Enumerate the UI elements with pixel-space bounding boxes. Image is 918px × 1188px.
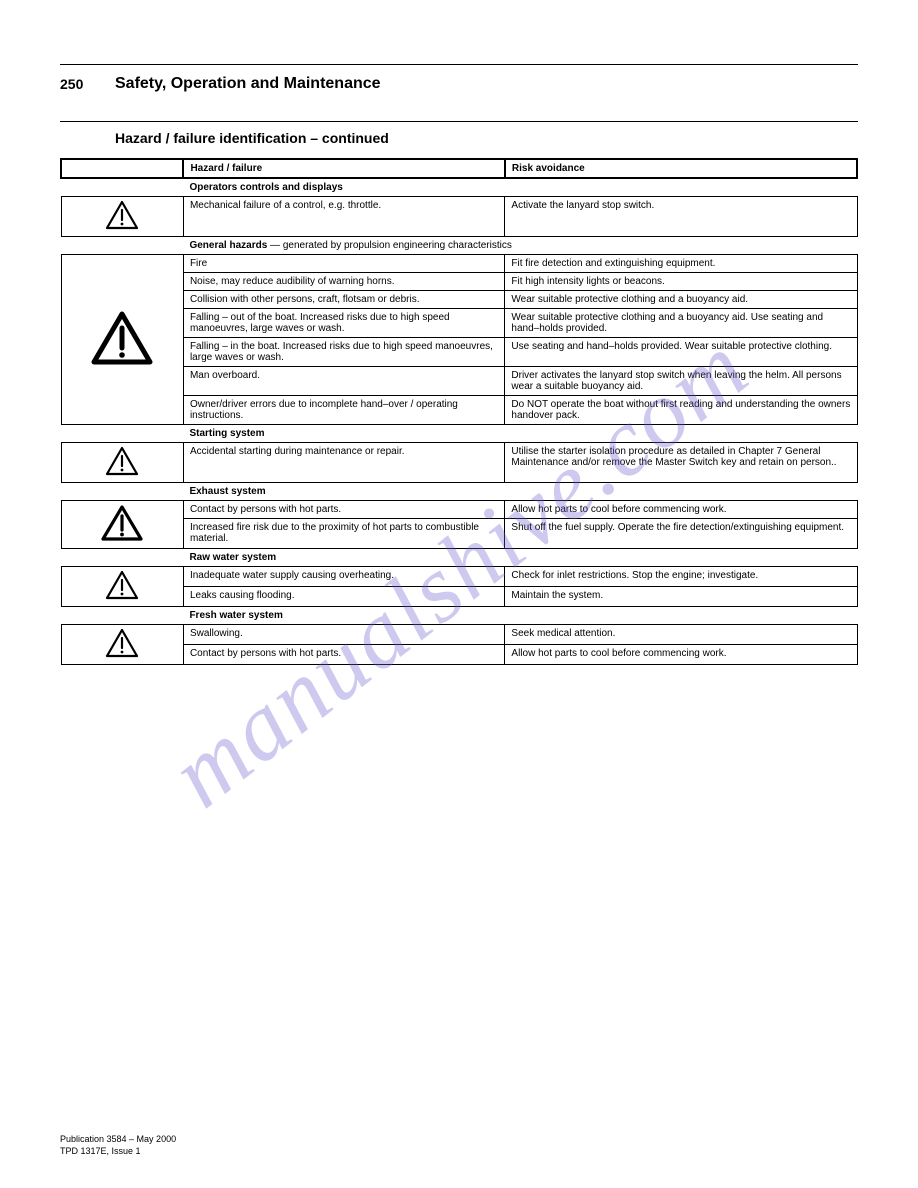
cell-hazard: Falling – out of the boat. Increased ris… (183, 309, 504, 338)
col-header-risk: Risk avoidance (505, 159, 857, 178)
top-rule (60, 64, 858, 65)
warning-icon (105, 628, 139, 658)
col-header-hazard: Hazard / failure (183, 159, 504, 178)
col-header-blank (61, 159, 183, 178)
section-lead: — generated by propulsion engineering ch… (270, 240, 512, 251)
cell-hazard: Fire (183, 255, 504, 273)
warning-icon (90, 310, 154, 366)
cell-risk: Check for inlet restrictions. Stop the e… (505, 567, 857, 587)
cell-risk: Shut off the fuel supply. Operate the fi… (505, 519, 857, 549)
cell-risk: Activate the lanyard stop switch. (505, 197, 857, 237)
cell-hazard: Increased fire risk due to the proximity… (183, 519, 504, 549)
mid-rule (60, 121, 858, 122)
hazard-icon-cell (61, 443, 183, 483)
warning-icon (105, 200, 139, 230)
cell-hazard: Accidental starting during maintenance o… (183, 443, 504, 483)
hazard-icon-cell (61, 255, 183, 425)
cell-hazard: Man overboard. (183, 367, 504, 396)
header-row: 250 Safety, Operation and Maintenance (60, 75, 858, 93)
warning-icon (100, 504, 144, 542)
warning-icon (105, 446, 139, 476)
warning-icon (105, 570, 139, 600)
cell-risk: Maintain the system. (505, 587, 857, 607)
page: 250 Safety, Operation and Maintenance Ha… (0, 0, 918, 1188)
cell-risk: Wear suitable protective clothing and a … (505, 309, 857, 338)
sub-title: Hazard / failure identification – contin… (115, 130, 858, 146)
cell-risk: Utilise the starter isolation procedure … (505, 443, 857, 483)
cell-hazard: Leaks causing flooding. (183, 587, 504, 607)
cell-hazard: Contact by persons with hot parts. (183, 645, 504, 665)
cell-hazard: Contact by persons with hot parts. (183, 501, 504, 519)
hazard-icon-cell (61, 567, 183, 607)
hazard-table: Hazard / failure Risk avoidance Operator… (60, 158, 858, 665)
cell-hazard: Inadequate water supply causing overheat… (183, 567, 504, 587)
footer-line-1: Publication 3584 – May 2000 (60, 1134, 176, 1144)
cell-hazard: Noise, may reduce audibility of warning … (183, 273, 504, 291)
cell-risk: Fit fire detection and extinguishing equ… (505, 255, 857, 273)
section-heading: Starting system (189, 428, 264, 439)
section-heading: Operators controls and displays (189, 182, 342, 193)
section-heading: Exhaust system (189, 486, 265, 497)
section-heading: General hazards (189, 240, 267, 251)
cell-risk: Fit high intensity lights or beacons. (505, 273, 857, 291)
cell-risk: Wear suitable protective clothing and a … (505, 291, 857, 309)
cell-hazard: Owner/driver errors due to incomplete ha… (183, 396, 504, 425)
cell-risk: Use seating and hand–holds provided. Wea… (505, 338, 857, 367)
cell-hazard: Collision with other persons, craft, flo… (183, 291, 504, 309)
cell-hazard: Falling – in the boat. Increased risks d… (183, 338, 504, 367)
section-title: Safety, Operation and Maintenance (115, 75, 381, 93)
hazard-icon-cell (61, 197, 183, 237)
page-number: 250 (60, 76, 115, 92)
hazard-icon-cell (61, 625, 183, 665)
cell-risk: Seek medical attention. (505, 625, 857, 645)
cell-hazard: Swallowing. (183, 625, 504, 645)
footer: Publication 3584 – May 2000 TPD 1317E, I… (60, 1134, 176, 1156)
cell-risk: Do NOT operate the boat without first re… (505, 396, 857, 425)
section-heading: Fresh water system (189, 610, 282, 621)
hazard-icon-cell (61, 501, 183, 549)
cell-risk: Allow hot parts to cool before commencin… (505, 645, 857, 665)
section-heading: Raw water system (189, 552, 276, 563)
footer-line-2: TPD 1317E, Issue 1 (60, 1146, 176, 1156)
cell-risk: Allow hot parts to cool before commencin… (505, 501, 857, 519)
cell-hazard: Mechanical failure of a control, e.g. th… (183, 197, 504, 237)
cell-risk: Driver activates the lanyard stop switch… (505, 367, 857, 396)
